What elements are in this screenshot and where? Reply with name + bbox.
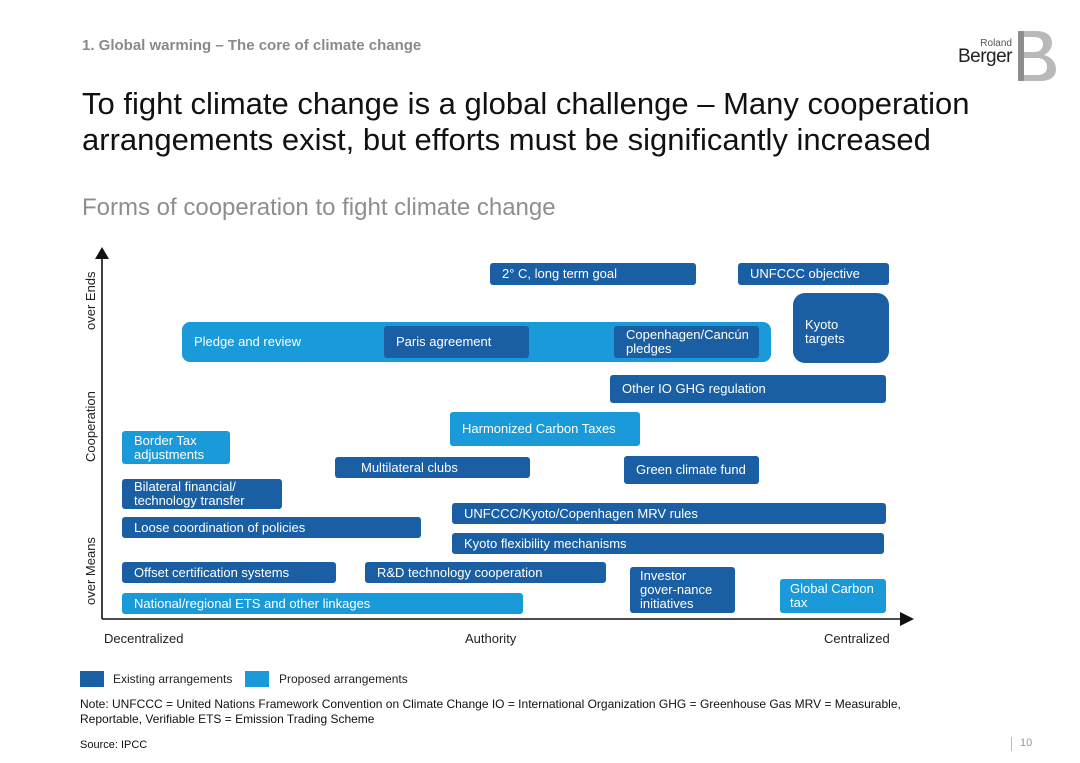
page-title: To fight climate change is a global chal… — [82, 86, 970, 157]
box-offset-certification: Offset certification systems — [122, 562, 336, 583]
box-global-carbon-tax: Global Carbon tax — [780, 579, 886, 613]
box-two-degree-goal: 2° C, long term goal — [490, 263, 696, 285]
legend-label-existing: Existing arrangements — [113, 672, 233, 686]
footnote: Note: UNFCCC = United Nations Framework … — [80, 697, 901, 726]
logo-text-berger: Berger — [957, 46, 1013, 67]
box-unfccc-objective: UNFCCC objective — [738, 263, 889, 285]
box-kyoto-targets: Kyoto targets — [793, 293, 889, 363]
box-investor-governance: Investor gover-nance initiatives — [630, 567, 735, 613]
page-number: 10 — [1011, 737, 1032, 751]
box-copenhagen-pledges: Copenhagen/Cancún pledges — [614, 326, 759, 358]
box-border-tax: Border Tax adjustments — [122, 431, 230, 464]
box-paris-agreement: Paris agreement — [384, 326, 529, 358]
box-national-ets: National/regional ETS and other linkages — [122, 593, 523, 614]
box-green-climate-fund: Green climate fund — [624, 456, 759, 484]
box-rnd-cooperation: R&D technology cooperation — [365, 562, 606, 583]
box-harmonized-carbon-taxes: Harmonized Carbon Taxes — [450, 412, 640, 446]
source-note: Source: IPCC — [80, 739, 148, 751]
box-kyoto-flexibility: Kyoto flexibility mechanisms — [452, 533, 884, 554]
box-other-io-regulation: Other IO GHG regulation — [610, 375, 886, 403]
box-bilateral-transfer: Bilateral financial/ technology transfer — [122, 479, 282, 509]
legend-label-proposed: Proposed arrangements — [279, 672, 408, 686]
box-multilateral-clubs: Multilateral clubs — [335, 457, 530, 478]
y-axis-label-means: over Means — [83, 537, 98, 605]
legend-swatch-proposed — [245, 671, 269, 687]
y-axis-label-ends: over Ends — [83, 271, 98, 330]
logo-text-roland: Roland — [980, 38, 1012, 49]
page-subtitle: Forms of cooperation to fight climate ch… — [82, 194, 556, 221]
diagram-axes — [95, 247, 914, 626]
logo-b-icon — [1018, 31, 1056, 81]
x-axis-label-centralized: Centralized — [824, 631, 890, 646]
box-mrv-rules: UNFCCC/Kyoto/Copenhagen MRV rules — [452, 503, 886, 524]
section-label: 1. Global warming – The core of climate … — [82, 37, 422, 54]
legend-swatch-existing — [80, 671, 104, 687]
y-axis-label-cooperation: Cooperation — [83, 391, 98, 462]
box-loose-coordination: Loose coordination of policies — [122, 517, 421, 538]
x-axis-label-decentralized: Decentralized — [104, 631, 184, 646]
x-axis-label-authority: Authority — [465, 631, 517, 646]
